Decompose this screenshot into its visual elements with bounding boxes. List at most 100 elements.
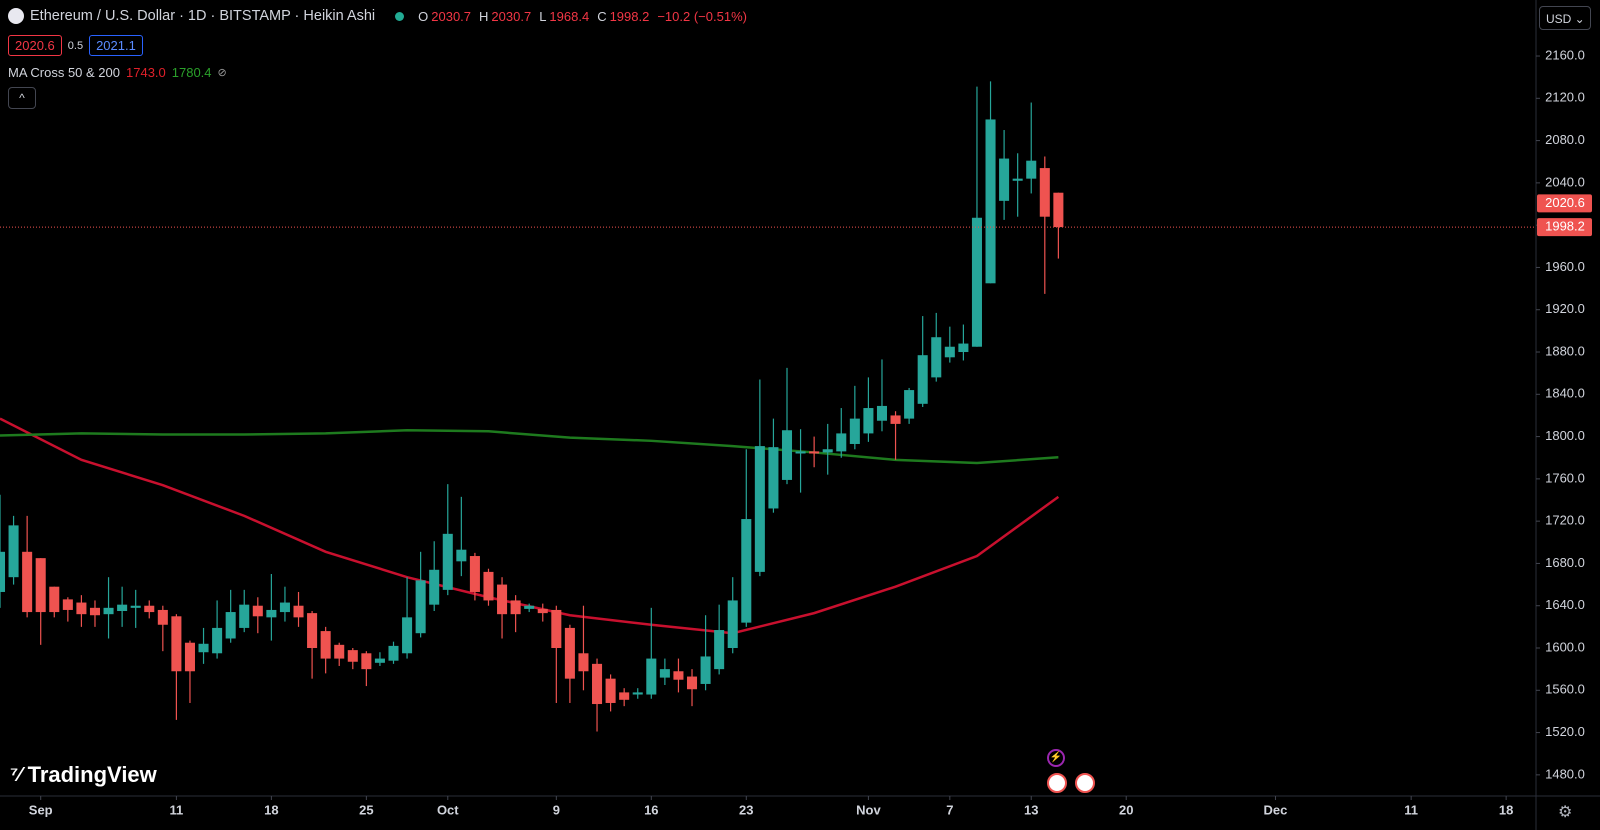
candle-body (293, 605, 304, 618)
logo: ⁷⁄ TradingView (10, 762, 157, 788)
candle-body (537, 608, 548, 614)
y-tick-label: 1560.0 (1545, 682, 1585, 697)
indicator-value: 1743.0 (126, 65, 166, 80)
candle-body (849, 418, 860, 444)
candle-body (890, 415, 901, 424)
candle-body (795, 451, 806, 454)
event-icon[interactable]: ⚡ (1047, 749, 1065, 767)
candle-body (415, 580, 426, 634)
y-tick-label: 2160.0 (1545, 47, 1585, 62)
candle-body (483, 571, 494, 601)
candle-body (632, 692, 643, 695)
candle-body (700, 656, 711, 684)
candle-body (89, 607, 101, 616)
candle-body (822, 449, 833, 453)
ohlc-label: O (418, 8, 429, 24)
candle-body (917, 355, 928, 404)
candle-body (198, 643, 209, 653)
candle-body (429, 569, 440, 605)
x-tick-label: 16 (644, 802, 658, 817)
candle-body (809, 451, 820, 454)
collapse-button[interactable]: ^ (8, 87, 36, 109)
settings-button[interactable]: ⚙ (1558, 804, 1573, 821)
candle-body (592, 663, 603, 705)
y-tick-label: 1760.0 (1545, 470, 1585, 485)
x-tick-label: 11 (170, 802, 184, 817)
candle-body (117, 604, 128, 612)
candle-body (8, 525, 19, 578)
x-tick-label: 25 (359, 802, 373, 817)
y-tick-label: 2120.0 (1545, 90, 1585, 105)
bid-tag-label: 2020.6 (1545, 195, 1585, 210)
y-tick-label: 1920.0 (1545, 301, 1585, 316)
candle-body (836, 433, 847, 452)
candle-body (985, 119, 996, 284)
x-tick-label: Nov (856, 802, 881, 817)
candle-body (619, 692, 630, 700)
candle-body (184, 642, 195, 672)
candle-body (904, 390, 915, 419)
candle-body (388, 645, 399, 661)
candle-body (944, 346, 955, 358)
candle-body (320, 631, 331, 659)
candle-body (0, 551, 6, 592)
candle-body (239, 604, 250, 628)
price-tag-label: 1998.2 (1545, 219, 1585, 234)
y-tick-label: 1960.0 (1545, 259, 1585, 274)
plot (0, 81, 1064, 732)
candle-body (103, 607, 114, 615)
x-tick-label: 7 (946, 802, 953, 817)
candle-body (971, 217, 982, 347)
ohlc-label: L (539, 8, 547, 24)
status-dot (395, 11, 405, 21)
x-tick-label: 9 (553, 802, 560, 817)
x-tick-label: 11 (1404, 802, 1418, 817)
candle-body (307, 613, 318, 649)
candle-body (456, 549, 467, 562)
bid-tag (1537, 194, 1592, 213)
candle-body (252, 605, 263, 617)
y-tick-label: 1640.0 (1545, 597, 1585, 612)
candle-body (686, 676, 698, 690)
candle-body (225, 612, 236, 639)
candle-body (646, 658, 657, 695)
candle-body (266, 609, 277, 618)
candle-body (49, 586, 60, 613)
y-tick-label: 1520.0 (1545, 724, 1585, 739)
candle-body (673, 671, 684, 680)
candle-body (334, 644, 345, 659)
bid-ask: 2020.6 0.5 2021.1 (8, 35, 143, 56)
y-tick-label: 2040.0 (1545, 174, 1585, 189)
bid[interactable]: 2020.6 (8, 35, 62, 56)
candle-body (279, 602, 290, 613)
y-tick-label: 1840.0 (1545, 386, 1585, 401)
hide-icon[interactable]: ⊘ (217, 67, 227, 79)
ohlc-value: 1968.4 (549, 8, 590, 24)
change: −10.2 (−0.51%) (657, 8, 747, 24)
candle-body (768, 447, 779, 509)
x-tick-label: 23 (739, 802, 753, 817)
x-tick-label: Dec (1264, 802, 1288, 817)
candle-body (497, 584, 508, 615)
candle-body (578, 653, 589, 672)
symbol-icon (8, 8, 24, 24)
logo-text: TradingView (27, 762, 157, 787)
header: Ethereum / U.S. Dollar · 1D · BITSTAMP ·… (8, 8, 747, 24)
candle-body (605, 678, 616, 703)
currency-select[interactable]: USD ⌄ (1539, 6, 1591, 30)
candle-body (212, 627, 223, 654)
event-flag[interactable] (1075, 773, 1095, 793)
candle-body (551, 609, 562, 649)
ask[interactable]: 2021.1 (89, 35, 143, 56)
moving-average (0, 428, 1059, 465)
y-tick-label: 1880.0 (1545, 343, 1585, 358)
x-tick-label: Oct (437, 802, 459, 817)
candle-body (1053, 192, 1064, 228)
price-tag (1537, 218, 1592, 237)
event-flag[interactable] (1047, 773, 1067, 793)
ohlc-value: 1998.2 (609, 8, 650, 24)
candle-body (510, 600, 521, 615)
